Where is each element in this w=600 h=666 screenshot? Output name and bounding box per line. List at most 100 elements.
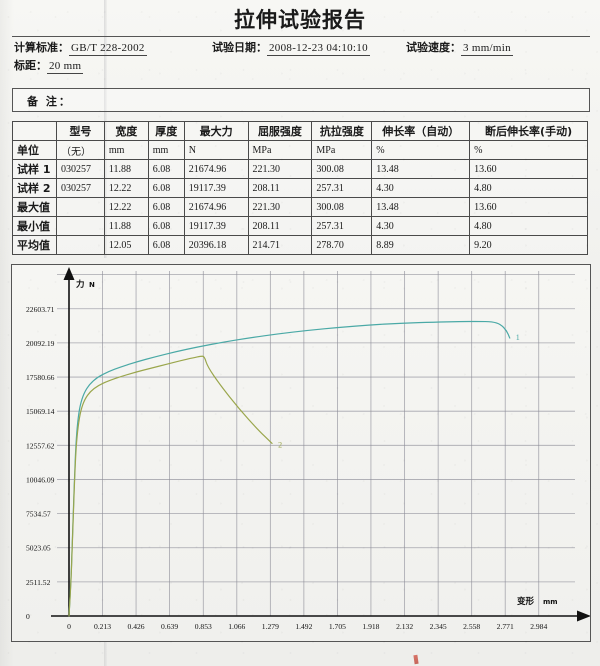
- cell-max-force: 20396.18: [183, 235, 249, 255]
- row-label: 平均值: [12, 235, 57, 255]
- remark-box: 备 注：: [12, 88, 590, 112]
- th-elong-man: 断后伸长率(手动): [469, 121, 588, 141]
- cell-model: （无）: [55, 140, 105, 160]
- cell-thickness: 6.08: [147, 159, 185, 179]
- curve-label-2: 2: [278, 440, 282, 449]
- cell-model: [55, 216, 105, 236]
- results-table: 型号 宽度 厚度 最大力 屈服强度 抗拉强度 伸长率（自动） 断后伸长率(手动)…: [12, 121, 588, 255]
- row-label: 最小值: [12, 216, 57, 236]
- cell-tensile: 257.31: [311, 178, 373, 198]
- cell-thickness: mm: [147, 140, 185, 160]
- y-axis-arrow: [63, 267, 75, 280]
- meta-test-date: 试验日期： 2008-12-23 04:10:10: [212, 41, 370, 56]
- th-elong-auto: 伸长率（自动）: [371, 121, 471, 141]
- cell-yield: 208.11: [247, 216, 313, 236]
- cell-model: [55, 197, 105, 217]
- cell-width: 12.22: [103, 197, 149, 217]
- cell-thickness: 6.08: [147, 178, 185, 198]
- remark-label: 备 注：: [27, 95, 72, 108]
- curve-series-2: [68, 355, 273, 617]
- x-tick-label: 1.279: [262, 622, 279, 631]
- x-tick-label: 2.771: [497, 622, 514, 631]
- th-model: 型号: [55, 121, 105, 141]
- cell-tensile: 257.31: [311, 216, 373, 236]
- x-tick-label: 0: [67, 622, 71, 631]
- y-axis-unit: N: [89, 281, 95, 289]
- y-tick-label: 10046.09: [26, 475, 55, 484]
- cell-model: 030257: [55, 159, 105, 179]
- curve-labels: 12: [278, 333, 520, 449]
- table-row: 最小值 11.88 6.08 19117.39 208.11 257.31 4.…: [12, 216, 588, 236]
- y-axis-label: 力: [76, 279, 85, 290]
- table-header-row: 型号 宽度 厚度 最大力 屈服强度 抗拉强度 伸长率（自动） 断后伸长率(手动): [12, 121, 588, 141]
- x-axis-arrow: [577, 610, 590, 622]
- meta-gauge-length-label: 标距：: [14, 59, 47, 72]
- cell-width: 12.22: [103, 178, 149, 198]
- cell-max-force: N: [183, 140, 249, 160]
- cell-elong-man: %: [469, 140, 588, 160]
- th-thickness: 厚度: [147, 121, 185, 141]
- x-tick-label: 0.426: [128, 622, 145, 631]
- cell-yield: 221.30: [247, 197, 313, 217]
- y-tick-label: 15069.14: [26, 407, 55, 416]
- results-table-head: 型号 宽度 厚度 最大力 屈服强度 抗拉强度 伸长率（自动） 断后伸长率(手动): [12, 121, 588, 141]
- cell-yield: MPa: [247, 140, 313, 160]
- x-axis-label: 变形: [517, 596, 535, 607]
- cell-max-force: 21674.96: [183, 159, 249, 179]
- x-tick-label: 0.639: [161, 622, 178, 631]
- cell-max-force: 19117.39: [183, 178, 249, 198]
- th-tensile: 抗拉强度: [311, 121, 373, 141]
- chart-axes: [51, 267, 590, 622]
- y-tick-label: 2511.52: [26, 578, 51, 587]
- cell-elong-man: 13.60: [469, 197, 588, 217]
- row-label: 试样 1: [12, 159, 57, 179]
- y-tick-label: 0: [26, 612, 30, 621]
- table-row: 平均值 12.05 6.08 20396.18 214.71 278.70 8.…: [12, 235, 588, 255]
- row-label: 最大值: [12, 197, 57, 217]
- force-deformation-chart: 力 N 变形 mm 0 2511.52 5023.05 7534.57 10046.09 1255…: [11, 264, 591, 642]
- x-tick-label: 2.558: [463, 622, 480, 631]
- cell-tensile: 300.08: [311, 159, 373, 179]
- cell-thickness: 6.08: [147, 235, 185, 255]
- cell-elong-auto: 8.89: [371, 235, 471, 255]
- th-corner: [12, 121, 57, 141]
- y-axis-ticks: 0 2511.52 5023.05 7534.57 10046.09 12557.62 15…: [26, 305, 55, 621]
- cell-model: 030257: [55, 178, 105, 198]
- cell-elong-auto: 13.48: [371, 159, 471, 179]
- th-yield: 屈服强度: [247, 121, 313, 141]
- x-tick-label: 1.492: [295, 622, 312, 631]
- meta-test-speed-label: 试验速度：: [406, 41, 461, 54]
- cell-width: 11.88: [103, 159, 149, 179]
- cell-elong-auto: 4.30: [371, 216, 471, 236]
- y-tick-label: 5023.05: [26, 544, 51, 553]
- title-divider: [12, 36, 590, 37]
- cell-elong-man: 13.60: [469, 159, 588, 179]
- y-tick-label: 22603.71: [26, 305, 55, 314]
- y-tick-label: 20092.19: [26, 339, 55, 348]
- x-tick-label: 1.705: [329, 622, 346, 631]
- cell-elong-auto: 13.48: [371, 197, 471, 217]
- x-tick-label: 2.984: [530, 622, 547, 631]
- table-row: 试样 1 030257 11.88 6.08 21674.96 221.30 3…: [12, 159, 588, 179]
- meta-gauge-length-value: 20 mm: [47, 60, 84, 74]
- cell-elong-auto: 4.30: [371, 178, 471, 198]
- meta-standard: 计算标准： GB/T 228-2002: [14, 41, 147, 56]
- cell-tensile: 300.08: [311, 197, 373, 217]
- th-max-force: 最大力: [183, 121, 249, 141]
- cell-tensile: MPa: [311, 140, 373, 160]
- cell-width: mm: [103, 140, 149, 160]
- th-width: 宽度: [103, 121, 149, 141]
- table-row: 最大值 12.22 6.08 21674.96 221.30 300.08 13…: [12, 197, 588, 217]
- meta-standard-value: GB/T 228-2002: [69, 42, 147, 56]
- x-axis-ticks: 0 0.213 0.426 0.639 0.853 1.066 1.279 1.492 1.70…: [67, 622, 547, 631]
- cell-max-force: 21674.96: [183, 197, 249, 217]
- meta-test-date-label: 试验日期：: [212, 41, 267, 54]
- row-label: 试样 2: [12, 178, 57, 198]
- curve-series-1: [68, 320, 511, 617]
- meta-test-speed: 试验速度： 3 mm/min: [406, 41, 513, 56]
- scan-fold-artifact-bottom: [104, 640, 107, 666]
- cell-thickness: 6.08: [147, 216, 185, 236]
- meta-standard-label: 计算标准：: [14, 41, 69, 54]
- cell-model: [55, 235, 105, 255]
